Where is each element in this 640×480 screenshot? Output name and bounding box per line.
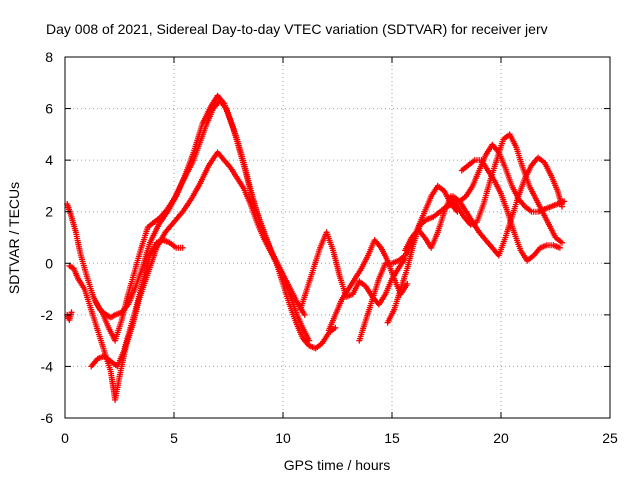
data-points [64,92,568,403]
y-tick-label: 4 [45,152,53,168]
y-tick-label: -2 [41,307,54,323]
x-tick-label: 20 [493,430,509,446]
series-markers [66,149,313,403]
chart-title: Day 008 of 2021, Sidereal Day-to-day VTE… [46,21,548,37]
series-markers [88,237,186,370]
series-track-12 [458,157,563,264]
y-tick-label: 0 [45,255,53,271]
series-track-11 [450,154,565,259]
y-axis-label: SDTVAR / TECUs [6,182,22,294]
x-tick-label: 10 [275,430,291,446]
series-track-5 [92,97,308,344]
series-markers [384,141,568,326]
series-track-4 [64,309,75,323]
series-track-3 [88,237,186,370]
y-tick-label: -4 [41,358,54,374]
series-track-9 [384,141,568,326]
series-markers [92,97,308,344]
y-tick-label: 6 [45,101,53,117]
x-tick-label: 15 [384,430,400,446]
plot-frame [64,56,611,419]
y-tick-label: 8 [45,49,53,65]
y-tick-label: -6 [41,410,54,426]
x-tick-label: 0 [61,430,69,446]
x-tick-label: 25 [602,430,618,446]
axis-ticks: 0 5 10 15 20 25 -6 -4 -2 0 2 4 6 8 [41,49,618,446]
y-tick-label: 2 [45,204,53,220]
series-markers [450,154,565,259]
series-track-2 [66,149,313,403]
series-markers [458,157,563,264]
x-axis-label: GPS time / hours [284,457,391,473]
series-track-7 [325,237,411,334]
series-markers [325,237,411,334]
x-tick-label: 5 [170,430,178,446]
series-markers [64,309,75,323]
